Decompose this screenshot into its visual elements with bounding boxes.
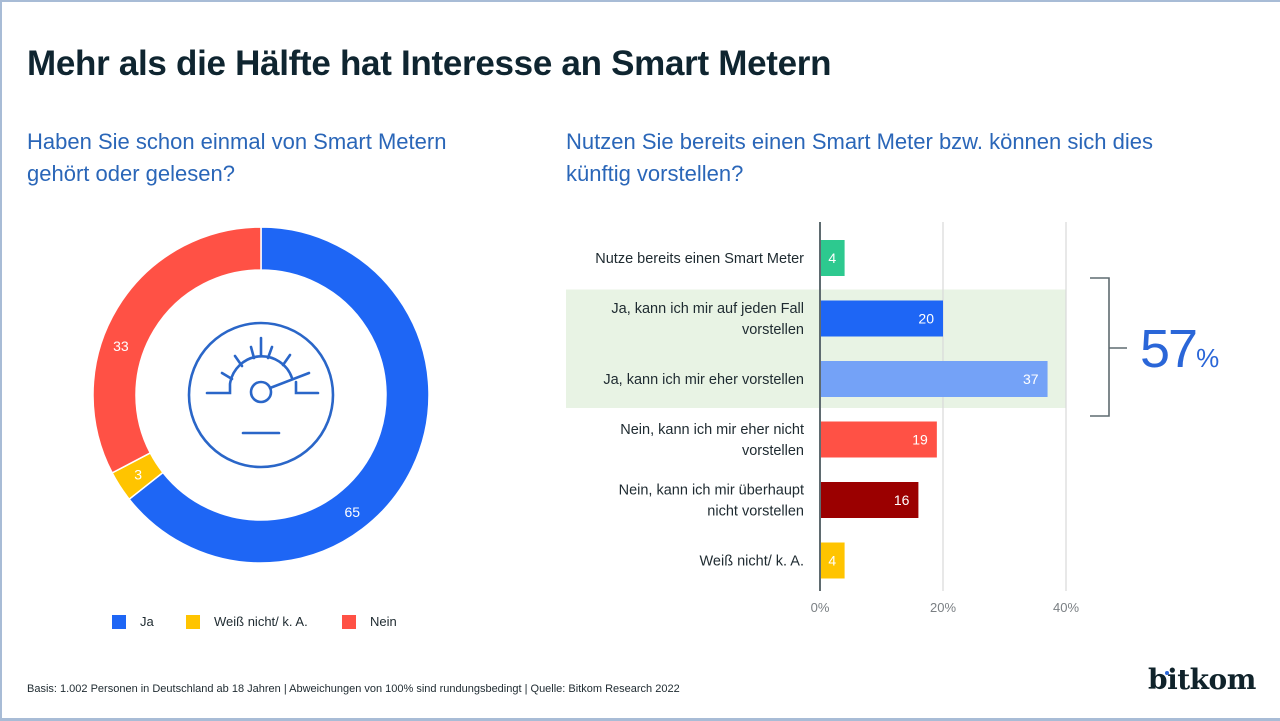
category-label: Nein, kann ich mir eher nicht [620, 422, 804, 438]
x-tick-label: 40% [1053, 600, 1079, 615]
donut-slice-0 [128, 226, 430, 564]
bar [820, 482, 919, 518]
x-tick-label: 0% [811, 600, 830, 615]
legend-label: Nein [370, 614, 397, 629]
bar [820, 542, 845, 579]
legend-item-ja: Ja [112, 614, 154, 629]
legend-swatch [186, 614, 200, 629]
logo-dot [1165, 671, 1169, 675]
highlight-total: 57% [1140, 318, 1219, 380]
category-label: Weiß nicht/ k. A. [700, 554, 805, 570]
bitkom-logo: bitkom [1148, 663, 1256, 696]
bar-value-label: 20 [918, 311, 934, 327]
bar-value-label: 19 [912, 432, 928, 448]
donut-question: Haben Sie schon einmal von Smart Metern … [27, 129, 447, 186]
category-label: nicht vorstellen [707, 504, 804, 520]
page-title: Mehr als die Hälfte hat Interesse an Sma… [27, 44, 832, 83]
bar [820, 240, 845, 276]
gauge-meter-icon [187, 321, 335, 469]
bar-value-label: 37 [1023, 371, 1039, 387]
category-label: Nein, kann ich mir überhaupt [619, 483, 804, 499]
bar-value-label: 4 [828, 250, 836, 266]
donut-value-label: 65 [344, 504, 360, 520]
donut-value-label: 3 [134, 467, 142, 483]
legend-swatch [112, 614, 126, 629]
category-label: vorstellen [742, 443, 804, 459]
bar-value-label: 4 [828, 553, 836, 569]
category-label: vorstellen [742, 322, 804, 338]
legend-label: Ja [140, 614, 154, 629]
footer-source: Basis: 1.002 Personen in Deutschland ab … [27, 683, 680, 695]
bar [820, 421, 937, 458]
logo-text: bitkom [1148, 663, 1256, 696]
donut-slice-2 [92, 226, 262, 474]
x-tick-label: 20% [930, 600, 956, 615]
highlight-total-value: 57 [1140, 319, 1198, 379]
legend-swatch [342, 614, 356, 629]
legend-item-nein: Nein [342, 614, 397, 629]
bar-question: Nutzen Sie bereits einen Smart Meter bzw… [566, 129, 1153, 186]
bar [820, 300, 943, 337]
bar-value-label: 16 [894, 492, 910, 508]
category-label: Ja, kann ich mir eher vorstellen [603, 372, 804, 388]
highlight-bracket [1090, 277, 1127, 417]
legend-item-weiss-nicht: Weiß nicht/ k. A. [186, 614, 308, 629]
highlight-total-unit: % [1196, 343, 1220, 373]
legend-label: Weiß nicht/ k. A. [214, 614, 308, 629]
bar-chart: 0% 20% 40% 4 Nutze bereits einen Smart Meter… [566, 222, 1127, 615]
bar [820, 361, 1048, 397]
donut-value-label: 33 [113, 338, 129, 354]
category-label: Ja, kann ich mir auf jeden Fall [611, 301, 804, 317]
category-label: Nutze bereits einen Smart Meter [595, 251, 804, 267]
